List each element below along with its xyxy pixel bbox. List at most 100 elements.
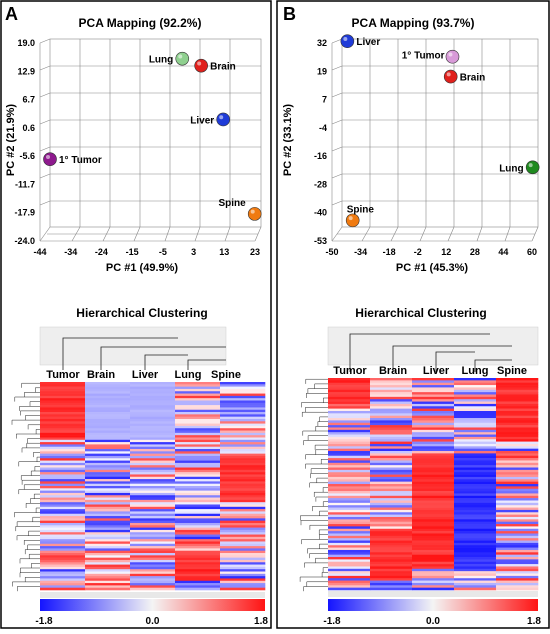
heatmap-cell [454, 410, 497, 414]
heatmap-cell [496, 571, 539, 574]
heatmap-cell [130, 541, 176, 545]
heatmap-cell [40, 479, 86, 482]
heatmap-cell [328, 516, 371, 520]
heatmap-cell [220, 488, 266, 491]
heatmap-cell [220, 499, 266, 503]
heatmap-cell [412, 528, 455, 532]
heatmap-cell [220, 414, 266, 417]
heatmap-cell [130, 559, 176, 563]
heatmap-cell [40, 497, 86, 501]
heatmap-cell [40, 527, 86, 531]
heatmap-cell [85, 495, 131, 498]
heatmap-cell [85, 446, 131, 450]
heatmap-cell [496, 413, 539, 416]
heatmap-cell [412, 585, 455, 588]
heatmap-cell [220, 449, 266, 452]
heatmap-cell [454, 514, 497, 518]
heatmap-cell [175, 483, 221, 487]
heatmap-cell [496, 420, 539, 424]
heatmap-cell [328, 403, 371, 407]
heatmap-cell [496, 474, 539, 478]
heatmap-cell [496, 557, 539, 560]
heatmap-cell [175, 446, 221, 450]
heatmap-cell [328, 382, 371, 386]
heatmap-cell [40, 414, 86, 417]
heatmap-cell [328, 575, 371, 579]
heatmap-cell [130, 587, 176, 591]
heatmap-cell [220, 402, 266, 406]
heatmap-cell [130, 532, 176, 535]
x-tick-label: -2 [414, 247, 422, 257]
heatmap-cell [85, 529, 131, 533]
heatmap-cell [85, 418, 131, 422]
heatmap-cell [220, 474, 266, 478]
heatmap-cell [454, 420, 497, 424]
heatmap-cell [496, 566, 539, 570]
heatmap-cell [220, 395, 266, 399]
heatmap-cell [130, 550, 176, 554]
heatmap-cell [220, 509, 266, 512]
heatmap-cell [130, 407, 176, 411]
heatmap-cell [328, 429, 371, 433]
heatmap-cell [370, 585, 413, 588]
heatmap-cell [412, 580, 455, 584]
heatmap-cell [454, 531, 497, 534]
heatmap-cell [454, 455, 497, 459]
heatmap-cell [130, 465, 176, 468]
heatmap-cell [412, 481, 455, 485]
data-point-label: 1° Tumor [59, 155, 102, 166]
heatmap-cell [412, 568, 455, 572]
heatmap-cell [175, 529, 221, 533]
heatmap-cell [496, 505, 539, 508]
heatmap-cell [220, 562, 266, 565]
heatmap-cell [496, 469, 539, 473]
heatmap-cell [328, 582, 371, 586]
heatmap-cell [175, 534, 221, 538]
heatmap-cell [130, 509, 176, 512]
heatmap-cell [130, 437, 176, 441]
heatmap-cell [370, 427, 413, 431]
heatmap-cell [454, 479, 497, 482]
heatmap-cell [328, 401, 371, 405]
heatmap-cell [220, 576, 266, 579]
heatmap-cell [328, 585, 371, 588]
heatmap-cell [412, 557, 455, 560]
heatmap-cell [130, 444, 176, 448]
y-tick-label: -28 [314, 179, 327, 189]
heatmap-cell [370, 392, 413, 395]
heatmap-cell [40, 490, 86, 494]
heatmap-cell [370, 540, 413, 544]
heatmap-cell [496, 509, 539, 513]
heatmap-cell [130, 467, 176, 471]
heatmap-cell [40, 382, 86, 385]
heatmap-cell [130, 449, 176, 452]
heatmap-cell [496, 564, 539, 567]
heatmap-cell [454, 549, 497, 553]
heatmap-cell [454, 418, 497, 421]
heatmap-cell [496, 528, 539, 532]
heatmap-cell [175, 492, 221, 496]
heatmap-cell [454, 451, 497, 454]
heatmap-cell [175, 536, 221, 540]
heatmap-cell [130, 580, 176, 584]
heatmap-cell [328, 462, 371, 466]
heatmap-cell [328, 549, 371, 553]
heatmap-cell [40, 525, 86, 528]
heatmap-cell [370, 495, 413, 499]
heatmap-cell [130, 442, 176, 445]
heatmap-cell [370, 571, 413, 574]
heatmap-cell [496, 462, 539, 466]
heatmap-cell [220, 483, 266, 487]
heatmap-cell [40, 395, 86, 399]
heatmap-cell [370, 469, 413, 473]
heatmap-cell [175, 391, 221, 394]
heatmap-cell [220, 400, 266, 404]
heatmap-cell [220, 532, 266, 535]
heatmap-cell [130, 488, 176, 491]
heatmap-cell [454, 389, 497, 393]
heatmap-cell [454, 559, 497, 563]
heatmap-cell [40, 562, 86, 565]
heatmap-cell [496, 507, 539, 511]
heatmap-cell [370, 476, 413, 480]
heatmap-cell [85, 384, 131, 387]
